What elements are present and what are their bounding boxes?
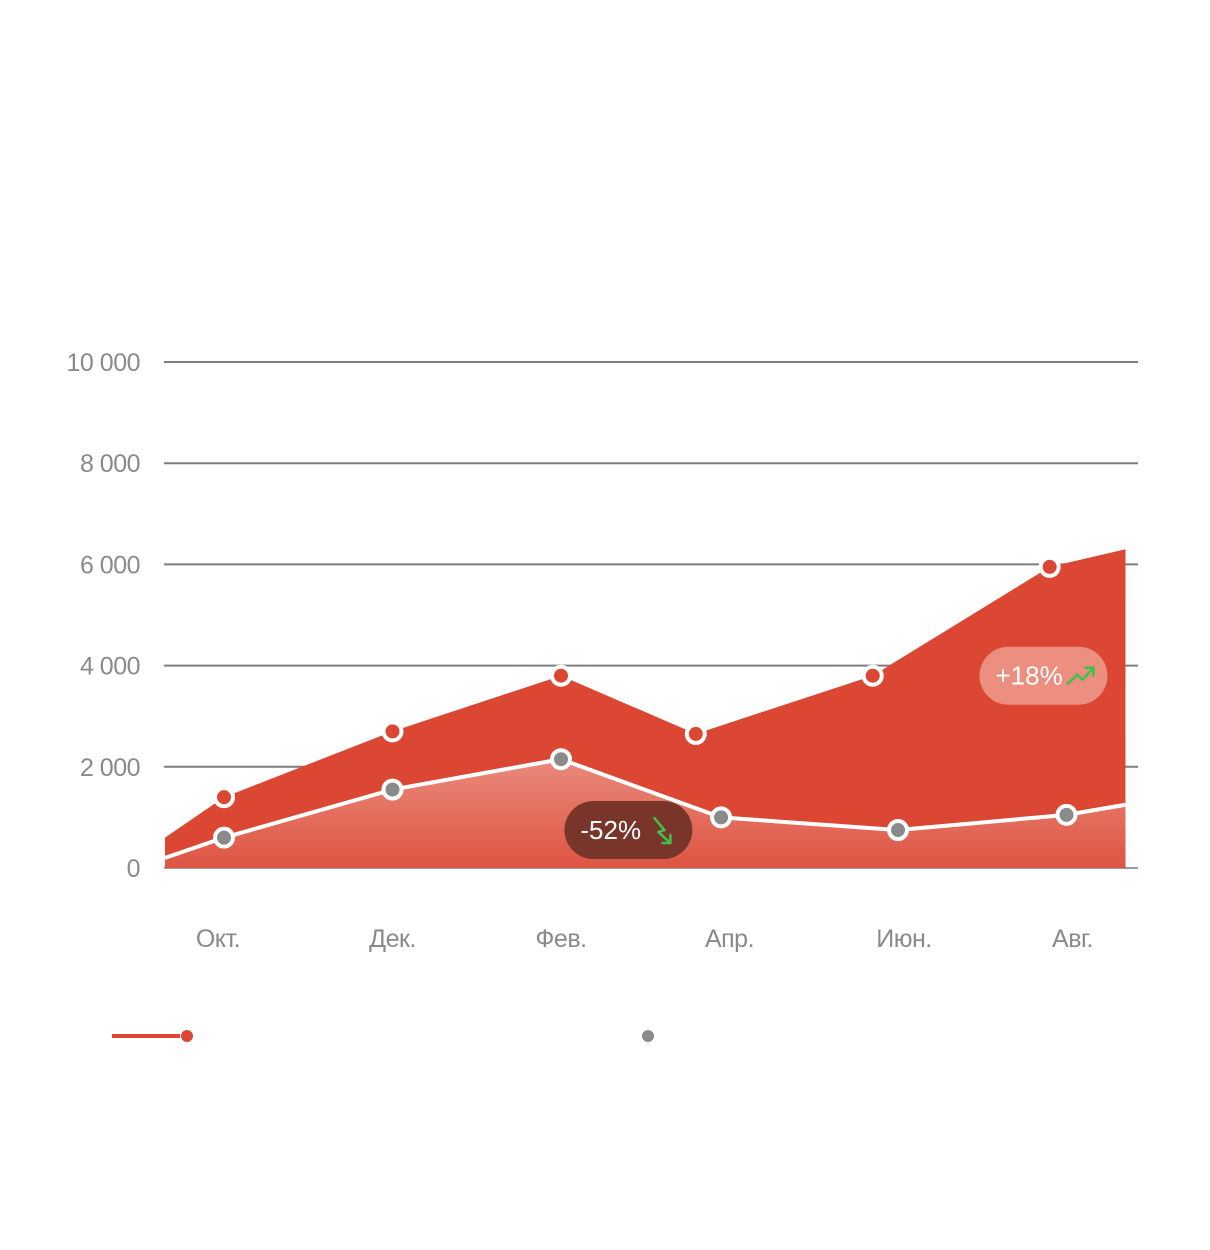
x-tick-label: Дек. xyxy=(369,925,416,953)
change-badge: -52% xyxy=(564,801,693,860)
series-1-point xyxy=(213,786,235,809)
series-2-point xyxy=(887,819,909,842)
trend-up-icon xyxy=(1066,666,1095,685)
badge-value: -52% xyxy=(580,815,641,845)
series-2-point xyxy=(381,778,404,801)
y-tick-label: 0 xyxy=(127,855,140,883)
x-tick-label: Окт. xyxy=(196,925,240,953)
series-1-point xyxy=(861,664,884,687)
badge-value: +18% xyxy=(995,661,1062,691)
legend-dot-swatch xyxy=(181,1030,193,1042)
series-2-point xyxy=(1055,803,1078,826)
legend-item-1 xyxy=(112,1030,193,1042)
trend-down-arrowhead xyxy=(661,833,672,845)
series-1-point xyxy=(381,720,404,743)
x-tick-label: Июн. xyxy=(876,925,931,953)
annotations: +18% -52% xyxy=(564,646,1108,860)
series-2-point xyxy=(710,806,733,829)
y-tick-label: 2 000 xyxy=(80,754,140,782)
y-tick-label: 4 000 xyxy=(80,653,140,681)
y-tick-label: 8 000 xyxy=(80,450,140,478)
badge-background xyxy=(979,646,1108,705)
x-tick-label: Авг. xyxy=(1052,925,1093,953)
series-markers xyxy=(213,555,1078,849)
series-1-point xyxy=(684,722,707,745)
x-tick-label: Фев. xyxy=(535,925,586,953)
trend-up-arrowhead xyxy=(1084,666,1095,677)
series-1-point xyxy=(550,664,572,687)
trend-down-icon xyxy=(653,816,672,845)
y-axis: 0 2 000 4 000 6 000 8 000 10 000 xyxy=(67,349,141,883)
legend-dot-swatch xyxy=(642,1030,654,1042)
y-tick-label: 10 000 xyxy=(67,349,140,377)
series-2-point xyxy=(550,748,572,771)
series-2-line xyxy=(164,757,1126,860)
x-axis: Окт. Дек. Фев. Апр. Июн. Авг. xyxy=(196,925,1094,953)
series-2-point xyxy=(213,826,235,849)
legend-item-2 xyxy=(642,1030,654,1042)
series-1-point xyxy=(1038,555,1061,578)
legend xyxy=(112,1030,654,1042)
badge-background xyxy=(564,801,693,860)
change-badge: +18% xyxy=(979,646,1108,705)
y-tick-label: 6 000 xyxy=(80,551,140,579)
x-tick-label: Апр. xyxy=(705,925,754,953)
